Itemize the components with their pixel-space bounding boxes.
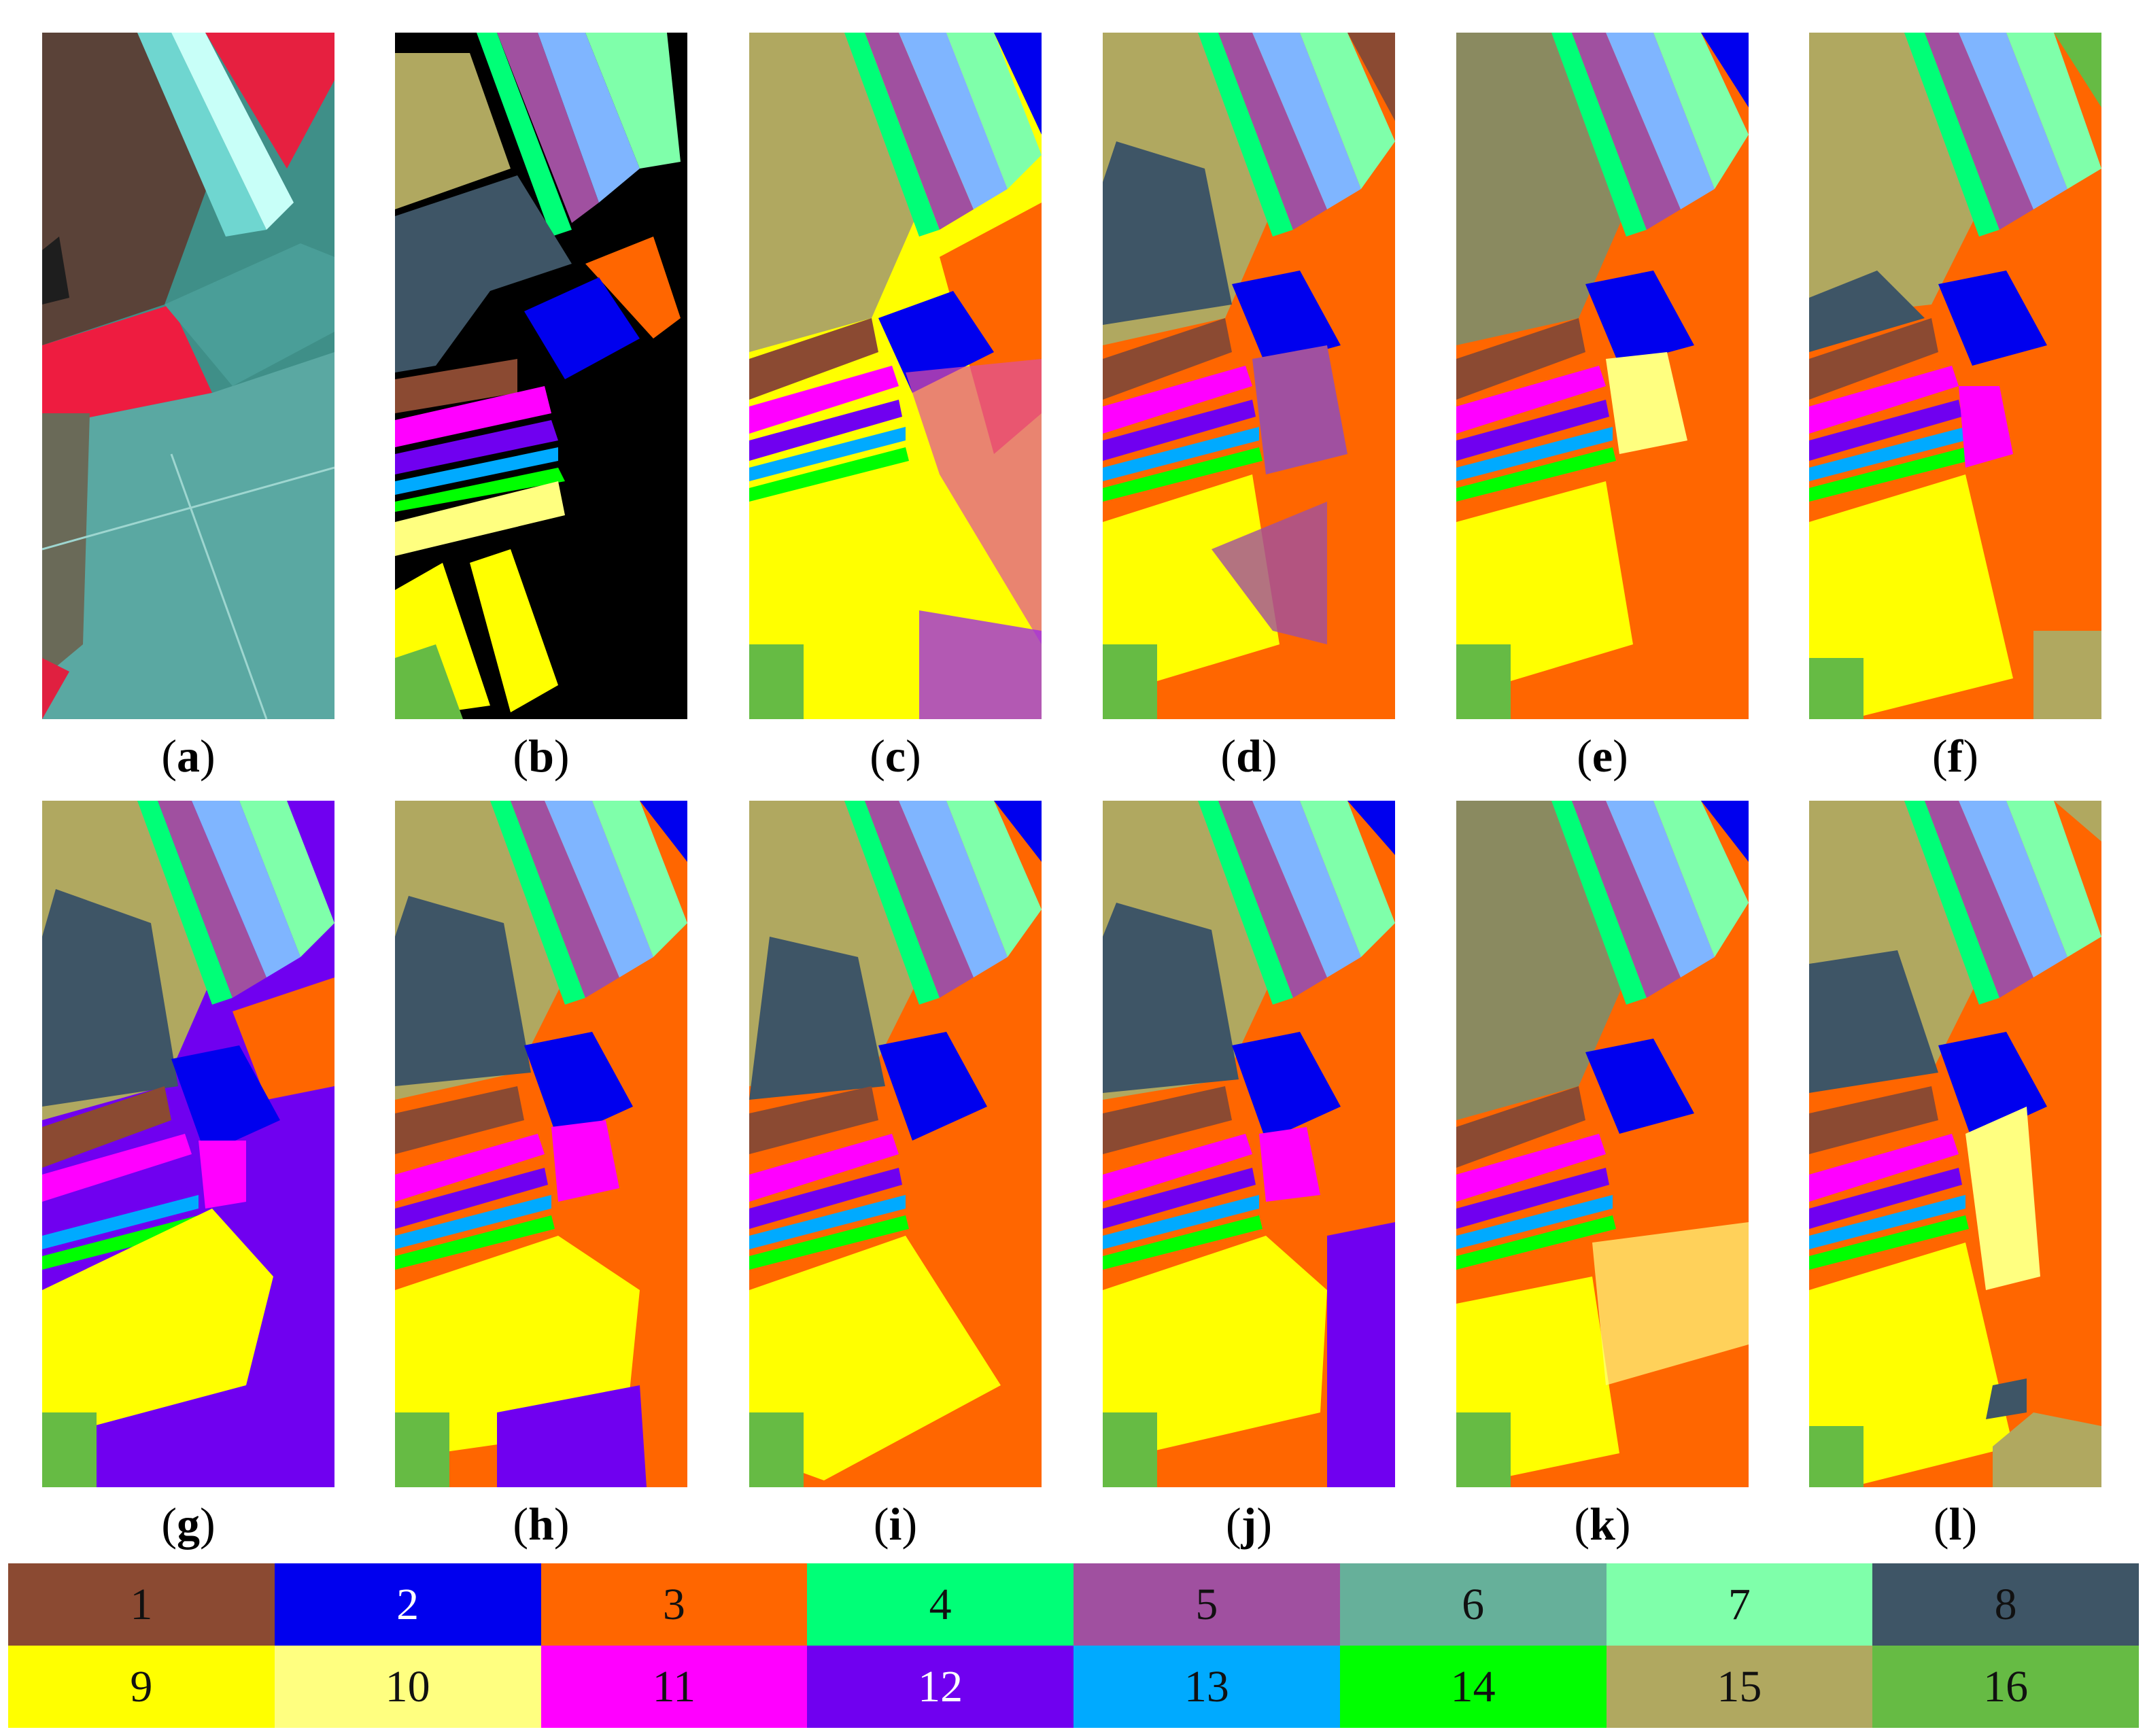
classification-map — [749, 33, 1042, 719]
legend-class-7: 7 — [1606, 1563, 1873, 1646]
legend-class-8: 8 — [1872, 1563, 2139, 1646]
classification-map — [1809, 801, 2101, 1487]
classification-map — [395, 801, 687, 1487]
panel-h-classification — [395, 801, 687, 1487]
panel-b-ground-truth — [395, 33, 687, 719]
classification-map — [1103, 801, 1395, 1487]
caption-e: (e) — [1577, 730, 1628, 782]
legend-class-16: 16 — [1872, 1646, 2139, 1728]
caption-k: (k) — [1574, 1498, 1631, 1550]
legend-class-9: 9 — [8, 1646, 275, 1728]
legend-class-11: 11 — [540, 1646, 808, 1728]
legend-class-10: 10 — [274, 1646, 541, 1728]
classification-map — [1809, 33, 2101, 719]
caption-h: (h) — [513, 1498, 570, 1550]
caption-l: (l) — [1933, 1498, 1978, 1550]
caption-j: (j) — [1226, 1498, 1272, 1550]
panel-d-classification — [1103, 33, 1395, 719]
panel-l-classification — [1809, 801, 2101, 1487]
caption-i: (i) — [873, 1498, 918, 1550]
caption-g: (g) — [161, 1498, 216, 1550]
class-color-legend: 1 2 3 4 5 6 7 8 9 10 11 12 13 14 15 16 — [8, 1563, 2139, 1728]
false-color-image — [42, 33, 334, 719]
caption-c: (c) — [870, 730, 921, 782]
legend-class-12: 12 — [807, 1646, 1074, 1728]
panel-j-classification — [1103, 801, 1395, 1487]
caption-b: (b) — [513, 730, 570, 782]
legend-class-14: 14 — [1339, 1646, 1607, 1728]
panel-i-classification — [749, 801, 1042, 1487]
legend-class-5: 5 — [1074, 1563, 1340, 1646]
panel-a-false-color-image — [42, 33, 334, 719]
classification-map — [749, 801, 1042, 1487]
legend-class-6: 6 — [1339, 1563, 1607, 1646]
classification-map — [1456, 33, 1749, 719]
panel-e-classification — [1456, 33, 1749, 719]
ground-truth-map — [395, 33, 687, 719]
panel-f-classification — [1809, 33, 2101, 719]
legend-class-1: 1 — [8, 1563, 275, 1646]
classification-map — [42, 801, 334, 1487]
legend-class-2: 2 — [274, 1563, 541, 1646]
legend-class-3: 3 — [540, 1563, 808, 1646]
classification-map — [1456, 801, 1749, 1487]
legend-class-13: 13 — [1074, 1646, 1340, 1728]
classification-map — [1103, 33, 1395, 719]
panel-k-classification — [1456, 801, 1749, 1487]
legend-class-4: 4 — [807, 1563, 1074, 1646]
legend-class-15: 15 — [1606, 1646, 1873, 1728]
caption-d: (d) — [1220, 730, 1277, 782]
panel-g-classification — [42, 801, 334, 1487]
caption-a: (a) — [161, 730, 216, 782]
panel-c-classification — [749, 33, 1042, 719]
caption-f: (f) — [1932, 730, 1978, 782]
